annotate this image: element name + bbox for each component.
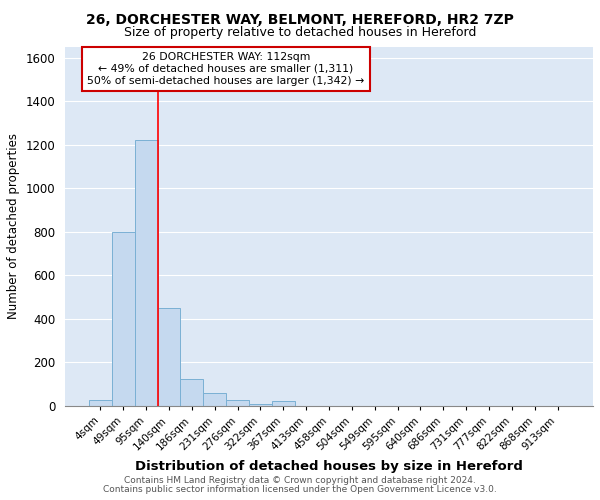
Bar xyxy=(272,402,295,406)
Text: Contains public sector information licensed under the Open Government Licence v3: Contains public sector information licen… xyxy=(103,485,497,494)
Text: 26 DORCHESTER WAY: 112sqm
← 49% of detached houses are smaller (1,311)
50% of se: 26 DORCHESTER WAY: 112sqm ← 49% of detac… xyxy=(88,52,365,86)
Text: Contains HM Land Registry data © Crown copyright and database right 2024.: Contains HM Land Registry data © Crown c… xyxy=(124,476,476,485)
Bar xyxy=(249,404,272,406)
Text: 26, DORCHESTER WAY, BELMONT, HEREFORD, HR2 7ZP: 26, DORCHESTER WAY, BELMONT, HEREFORD, H… xyxy=(86,12,514,26)
Bar xyxy=(203,393,226,406)
Bar xyxy=(89,400,112,406)
Bar xyxy=(226,400,249,406)
Bar xyxy=(181,378,203,406)
Y-axis label: Number of detached properties: Number of detached properties xyxy=(7,134,20,320)
X-axis label: Distribution of detached houses by size in Hereford: Distribution of detached houses by size … xyxy=(135,460,523,473)
Bar xyxy=(134,140,158,406)
Bar xyxy=(158,308,181,406)
Bar xyxy=(112,232,134,406)
Text: Size of property relative to detached houses in Hereford: Size of property relative to detached ho… xyxy=(124,26,476,39)
